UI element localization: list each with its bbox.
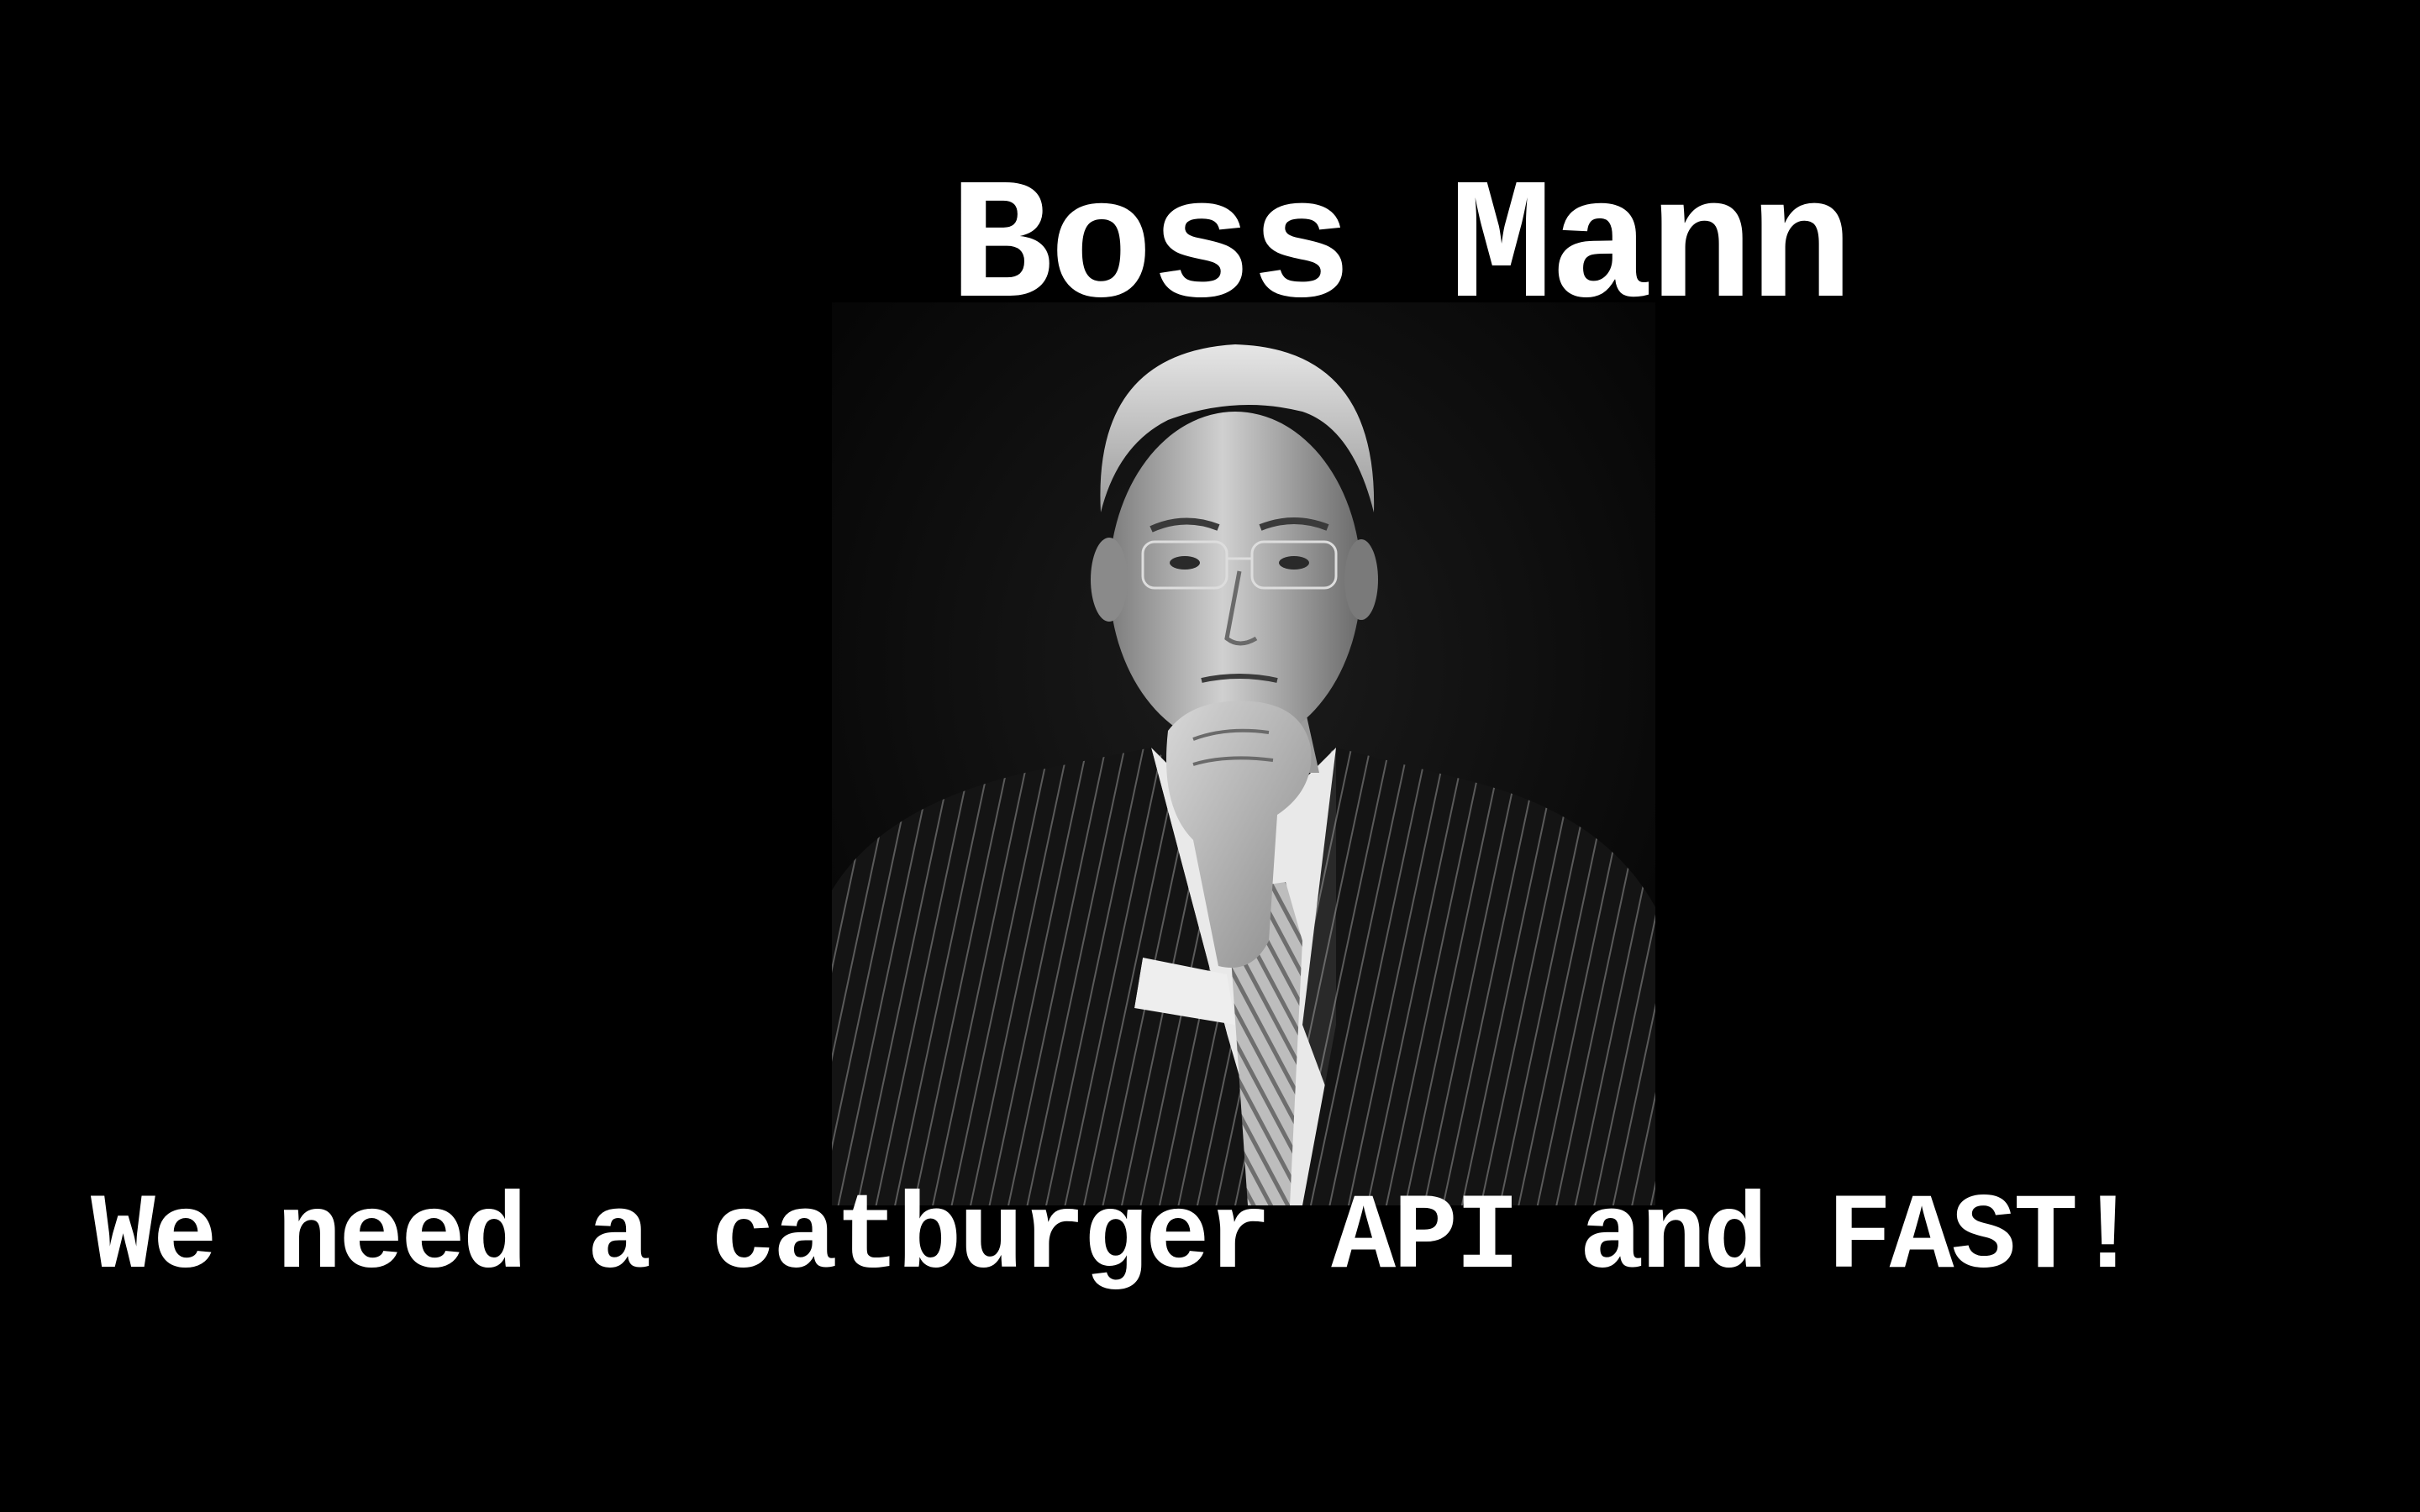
portrait-photo <box>832 302 1655 1205</box>
slide-title: Boss Mann <box>950 152 1853 348</box>
slide-caption: We need a catburger API and FAST! <box>91 1178 2140 1299</box>
